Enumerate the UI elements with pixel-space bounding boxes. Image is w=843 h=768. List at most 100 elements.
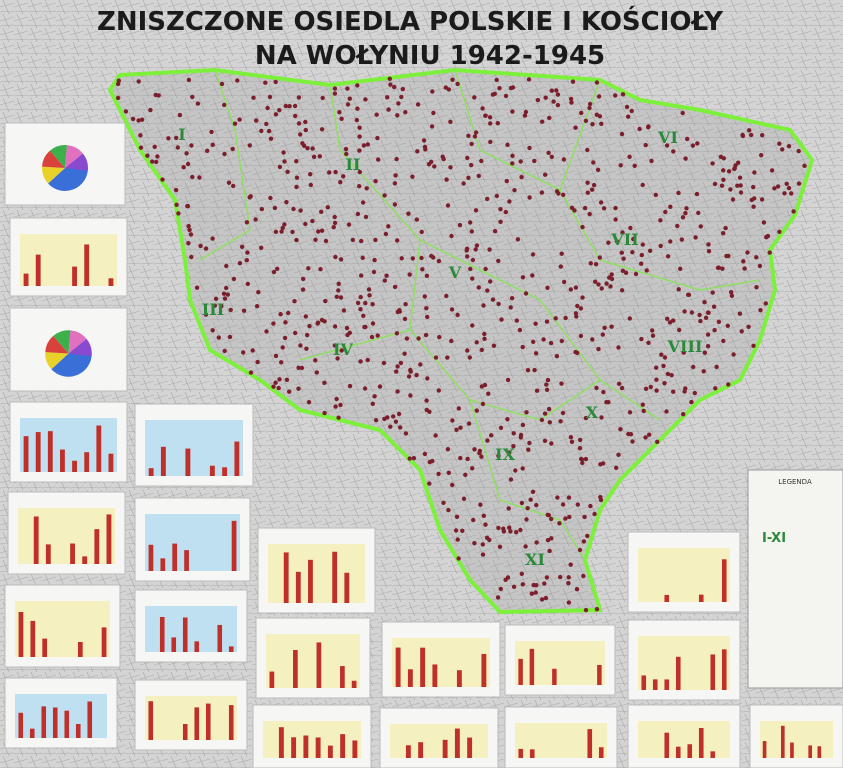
settlement-dot bbox=[505, 142, 510, 147]
settlement-dot bbox=[520, 344, 525, 350]
settlement-dot bbox=[751, 184, 756, 190]
settlement-dot bbox=[306, 266, 311, 271]
settlement-dot bbox=[388, 82, 393, 87]
settlement-dot bbox=[430, 89, 435, 94]
settlement-dot bbox=[350, 237, 355, 243]
settlement-dot bbox=[245, 250, 250, 255]
settlement-dot bbox=[277, 108, 282, 113]
legend-region-label: I-XI bbox=[762, 531, 786, 546]
settlement-dot bbox=[339, 348, 344, 353]
settlement-dot bbox=[433, 433, 438, 438]
settlement-dot bbox=[532, 158, 537, 164]
pie-slice bbox=[53, 330, 71, 354]
settlement-dot bbox=[470, 466, 475, 471]
chart-bar bbox=[35, 432, 41, 472]
settlement-dot bbox=[689, 399, 694, 405]
settlement-dot bbox=[419, 229, 424, 235]
settlement-dot bbox=[528, 497, 533, 502]
settlement-dot bbox=[741, 259, 746, 264]
settlement-dot bbox=[448, 119, 453, 125]
settlement-dot bbox=[222, 151, 227, 157]
settlement-dot bbox=[310, 218, 315, 224]
title-line-1: ZNISZCZONE OSIEDLA POLSKIE I KOŚCIOŁY bbox=[97, 5, 724, 37]
settlement-dot bbox=[746, 324, 751, 329]
chart-bar bbox=[529, 749, 535, 758]
settlement-dot bbox=[558, 264, 563, 269]
settlement-dot bbox=[355, 300, 361, 306]
settlement-dot bbox=[684, 206, 689, 211]
pie-slice bbox=[65, 145, 83, 168]
settlement-dot bbox=[542, 581, 547, 586]
chart-bar bbox=[84, 244, 90, 286]
settlement-dot bbox=[259, 128, 264, 134]
settlement-dot bbox=[685, 136, 690, 142]
settlement-dot bbox=[488, 279, 493, 284]
settlement-dot bbox=[543, 595, 549, 601]
settlement-dot bbox=[606, 240, 611, 245]
chart-bar bbox=[228, 646, 234, 652]
settlement-dot bbox=[373, 418, 379, 423]
settlement-dot bbox=[579, 110, 584, 116]
chart-bar bbox=[432, 664, 438, 687]
settlement-dot bbox=[219, 81, 225, 87]
settlement-dot bbox=[558, 574, 563, 580]
settlement-dot bbox=[407, 456, 412, 461]
chart-bar bbox=[664, 732, 670, 758]
settlement-dot bbox=[461, 496, 467, 501]
settlement-dot bbox=[549, 536, 554, 541]
settlement-dot bbox=[384, 273, 389, 278]
settlement-dot bbox=[322, 319, 327, 324]
settlement-dot bbox=[549, 88, 554, 93]
settlement-dot bbox=[518, 159, 523, 164]
settlement-dot bbox=[410, 174, 415, 179]
settlement-dot bbox=[372, 257, 377, 263]
settlement-dot bbox=[210, 142, 215, 147]
settlement-dot bbox=[473, 130, 479, 135]
settlement-dot bbox=[694, 191, 700, 197]
settlement-dot bbox=[544, 387, 550, 392]
settlement-dot bbox=[647, 248, 653, 253]
chart-plot bbox=[268, 544, 365, 603]
settlement-dot bbox=[558, 419, 563, 424]
settlement-dot bbox=[292, 299, 297, 304]
settlement-dot bbox=[713, 386, 718, 391]
settlement-dot bbox=[305, 332, 310, 338]
pie-slice bbox=[49, 145, 68, 168]
settlement-dot bbox=[705, 332, 711, 337]
settlement-dot bbox=[212, 303, 217, 308]
settlement-dot bbox=[472, 447, 477, 452]
chart-bar bbox=[598, 747, 604, 758]
settlement-dot bbox=[339, 116, 344, 122]
chart-bar bbox=[72, 460, 77, 472]
settlement-dot bbox=[136, 118, 141, 123]
settlement-dot bbox=[489, 433, 494, 438]
settlement-dot bbox=[366, 287, 372, 292]
settlement-dot bbox=[344, 151, 349, 157]
settlement-dot bbox=[358, 359, 363, 364]
settlement-dot bbox=[429, 253, 434, 259]
chart-bar bbox=[405, 745, 411, 758]
settlement-dot bbox=[411, 456, 417, 461]
settlement-dot bbox=[480, 401, 486, 407]
settlement-dot bbox=[471, 517, 476, 523]
settlement-dot bbox=[115, 95, 121, 101]
settlement-dot bbox=[508, 85, 514, 91]
settlement-dot bbox=[213, 296, 219, 301]
settlement-dot bbox=[224, 263, 229, 269]
chart-bar bbox=[710, 751, 716, 758]
settlement-dot bbox=[723, 225, 728, 231]
settlement-dot bbox=[623, 270, 629, 275]
settlement-dot bbox=[296, 121, 302, 126]
settlement-dot bbox=[548, 340, 554, 346]
settlement-dot bbox=[632, 163, 637, 168]
settlement-dot bbox=[761, 220, 767, 225]
settlement-dot bbox=[283, 103, 288, 109]
chart-plot bbox=[145, 514, 240, 571]
settlement-dot bbox=[757, 263, 763, 269]
settlement-dot bbox=[559, 381, 564, 386]
settlement-dot bbox=[424, 407, 429, 413]
settlement-dot bbox=[498, 219, 503, 224]
settlement-dot bbox=[376, 157, 381, 162]
settlement-dot bbox=[251, 95, 256, 100]
settlement-dot bbox=[508, 305, 513, 310]
